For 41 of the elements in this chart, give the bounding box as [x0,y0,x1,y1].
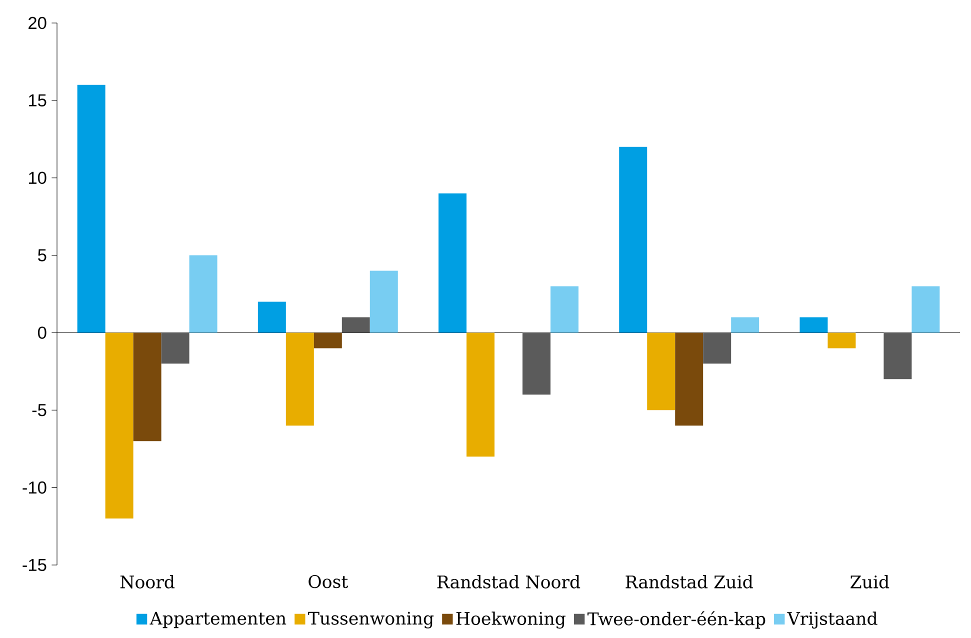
bar [370,270,398,333]
x-tick-label: Oost [308,575,348,588]
bar [884,332,912,380]
bar [675,332,704,426]
y-tick-label: 20 [28,16,46,30]
bar [105,332,134,519]
x-tick-label: Noord [120,575,174,588]
bar [703,332,732,364]
legend-label: Twee-onder-één-kap [587,611,766,629]
y-tick-label: -10 [22,481,46,494]
bar [466,332,495,457]
x-tick-label: Zuid [850,575,890,588]
bar [828,332,856,348]
bar [522,332,550,395]
legend-label: Hoekwoning [456,612,566,629]
y-tick-label: 10 [29,172,46,184]
bar [731,317,760,333]
bar [438,193,467,333]
bar [912,286,940,333]
bar [161,332,190,364]
bar [342,317,370,333]
y-tick-label: -15 [22,558,46,572]
bar [133,332,162,442]
bar [314,332,342,348]
x-tick-label: Randstad Noord [437,575,580,588]
bar [286,332,314,426]
y-tick-label: 5 [38,249,46,262]
x-tick-label: Randstad Zuid [626,575,753,588]
legend-label: Vrijstaand [787,612,878,629]
bar [619,146,648,333]
bar [77,84,106,333]
y-tick-label: -5 [32,404,46,416]
bar [800,317,828,333]
bar [189,255,218,333]
bar [550,286,578,333]
y-tick-label: 0 [38,326,46,339]
bar [258,302,286,333]
bar [647,332,676,410]
legend-label: Tussenwoning [308,612,434,628]
y-tick-label: 15 [29,94,46,106]
legend-label: Appartementen [150,612,286,628]
